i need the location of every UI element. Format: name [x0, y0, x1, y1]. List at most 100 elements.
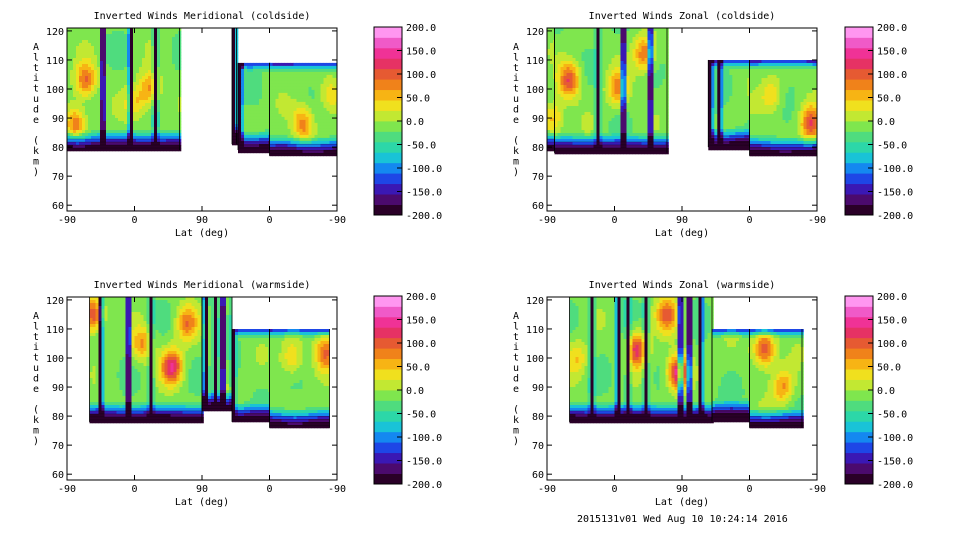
y-tick-label: 70	[532, 172, 544, 183]
colorbar-label: -100.0	[406, 433, 442, 444]
colorbar-swatch	[374, 327, 402, 339]
colorbar-swatch	[845, 68, 873, 80]
y-tick-label: 70	[532, 441, 544, 452]
data-segment	[202, 297, 233, 412]
colorbar-label: -200.0	[877, 480, 913, 491]
colorbar-swatch	[845, 110, 873, 122]
colorbar-label: 0.0	[877, 386, 895, 397]
colorbar-swatch	[374, 463, 402, 474]
colorbar-label: -150.0	[877, 188, 913, 199]
colorbar-label: -50.0	[877, 410, 907, 421]
colorbar-swatch	[845, 100, 873, 111]
colorbar-swatch	[374, 316, 402, 328]
colorbar-swatch	[374, 152, 402, 164]
panel-2: Inverted Winds Zonal (coldside) -90 0 90 0 -9…	[513, 11, 826, 239]
colorbar-swatch	[845, 47, 873, 59]
x-tick-label: -90	[538, 484, 556, 495]
data-segment	[67, 28, 182, 152]
data-segment	[712, 329, 752, 423]
footer-timestamp: 2015131v01 Wed Aug 10 10:24:14 2016	[577, 514, 788, 525]
y-tick-label: 110	[526, 56, 544, 67]
x-tick-label: 0	[611, 215, 617, 226]
x-axis-label: Lat (deg)	[655, 228, 709, 239]
colorbar-swatch	[374, 27, 402, 38]
data-segment	[554, 28, 669, 155]
colorbar-swatch	[374, 121, 402, 132]
y-tick-label: 90	[532, 383, 544, 394]
colorbar: 200.0 150.0 100.0 50.0 0.0 -50.0 -100.0 -150.0 -…	[373, 292, 442, 491]
y-tick-label: 60	[52, 201, 64, 212]
y-tick-label: 120	[526, 27, 544, 38]
y-tick-label: 110	[526, 325, 544, 336]
colorbar-swatch	[845, 79, 873, 91]
colorbar-label: -150.0	[877, 457, 913, 468]
colorbar-swatch	[845, 183, 873, 195]
colorbar-swatch	[845, 152, 873, 164]
colorbar-label: -50.0	[406, 141, 436, 152]
x-tick-label: -90	[328, 215, 346, 226]
colorbar-label: 0.0	[406, 386, 424, 397]
colorbar-label: -100.0	[877, 433, 913, 444]
x-tick-label: 0	[131, 484, 137, 495]
y-tick-label: 60	[532, 201, 544, 212]
x-tick-label: 0	[611, 484, 617, 495]
colorbar-label: 50.0	[406, 94, 430, 105]
colorbar-label: -100.0	[406, 164, 442, 175]
colorbar-label: -150.0	[406, 188, 442, 199]
y-tick-label: 100	[526, 85, 544, 96]
colorbar-swatch	[374, 442, 402, 454]
colorbar-swatch	[845, 452, 873, 464]
colorbar-swatch	[374, 337, 402, 349]
colorbar-swatch	[374, 369, 402, 380]
x-tick-label: 90	[676, 484, 688, 495]
colorbar-swatch	[374, 141, 402, 153]
y-tick-label: 70	[52, 441, 64, 452]
colorbar-swatch	[845, 390, 873, 401]
colorbar-label: 200.0	[406, 23, 436, 34]
x-axis-label: Lat (deg)	[175, 497, 229, 508]
data-segment	[232, 329, 272, 423]
colorbar-swatch	[374, 410, 402, 422]
colorbar-swatch	[845, 358, 873, 370]
y-tick-label: 80	[532, 143, 544, 154]
colorbar-label: 0.0	[406, 117, 424, 128]
x-tick-label: 90	[676, 215, 688, 226]
data-segment	[238, 62, 272, 154]
colorbar-label: 150.0	[406, 316, 436, 327]
colorbar-swatch	[845, 369, 873, 380]
colorbar-label: -50.0	[406, 410, 436, 421]
x-axis-label: Lat (deg)	[175, 228, 229, 239]
colorbar-swatch	[374, 400, 402, 412]
colorbar-label: 200.0	[406, 292, 436, 303]
panel-1: Inverted Winds Meridional (coldside) -90 0…	[33, 11, 346, 239]
colorbar-label: -100.0	[877, 164, 913, 175]
y-tick-label: 60	[52, 470, 64, 481]
x-axis-label: Lat (deg)	[655, 497, 709, 508]
x-tick-label: 0	[746, 484, 752, 495]
colorbar-label: 100.0	[877, 70, 907, 81]
data-segment	[89, 297, 204, 424]
colorbar-swatch	[845, 306, 873, 318]
colorbar-label: 100.0	[406, 339, 436, 350]
y-tick-label: 80	[52, 143, 64, 154]
colorbar-swatch	[845, 37, 873, 49]
colorbar-label: 50.0	[877, 363, 901, 374]
chart-title: Inverted Winds Zonal (coldside)	[589, 11, 776, 22]
colorbar-swatch	[845, 173, 873, 185]
y-tick-label: 110	[46, 56, 64, 67]
colorbar-swatch	[374, 173, 402, 185]
panel-3: Inverted Winds Meridional (warmside) -90 0…	[33, 280, 346, 508]
colorbar-swatch	[374, 110, 402, 122]
colorbar-swatch	[845, 194, 873, 205]
colorbar-label: 150.0	[406, 47, 436, 58]
colorbar-label: 100.0	[877, 339, 907, 350]
colorbar-swatch	[845, 121, 873, 132]
colorbar-swatch	[845, 316, 873, 328]
y-tick-label: 70	[52, 172, 64, 183]
colorbar-swatch	[845, 410, 873, 422]
colorbar-label: -200.0	[406, 211, 442, 222]
colorbar-swatch	[374, 358, 402, 370]
x-tick-label: -90	[808, 484, 826, 495]
y-tick-label: 120	[46, 296, 64, 307]
